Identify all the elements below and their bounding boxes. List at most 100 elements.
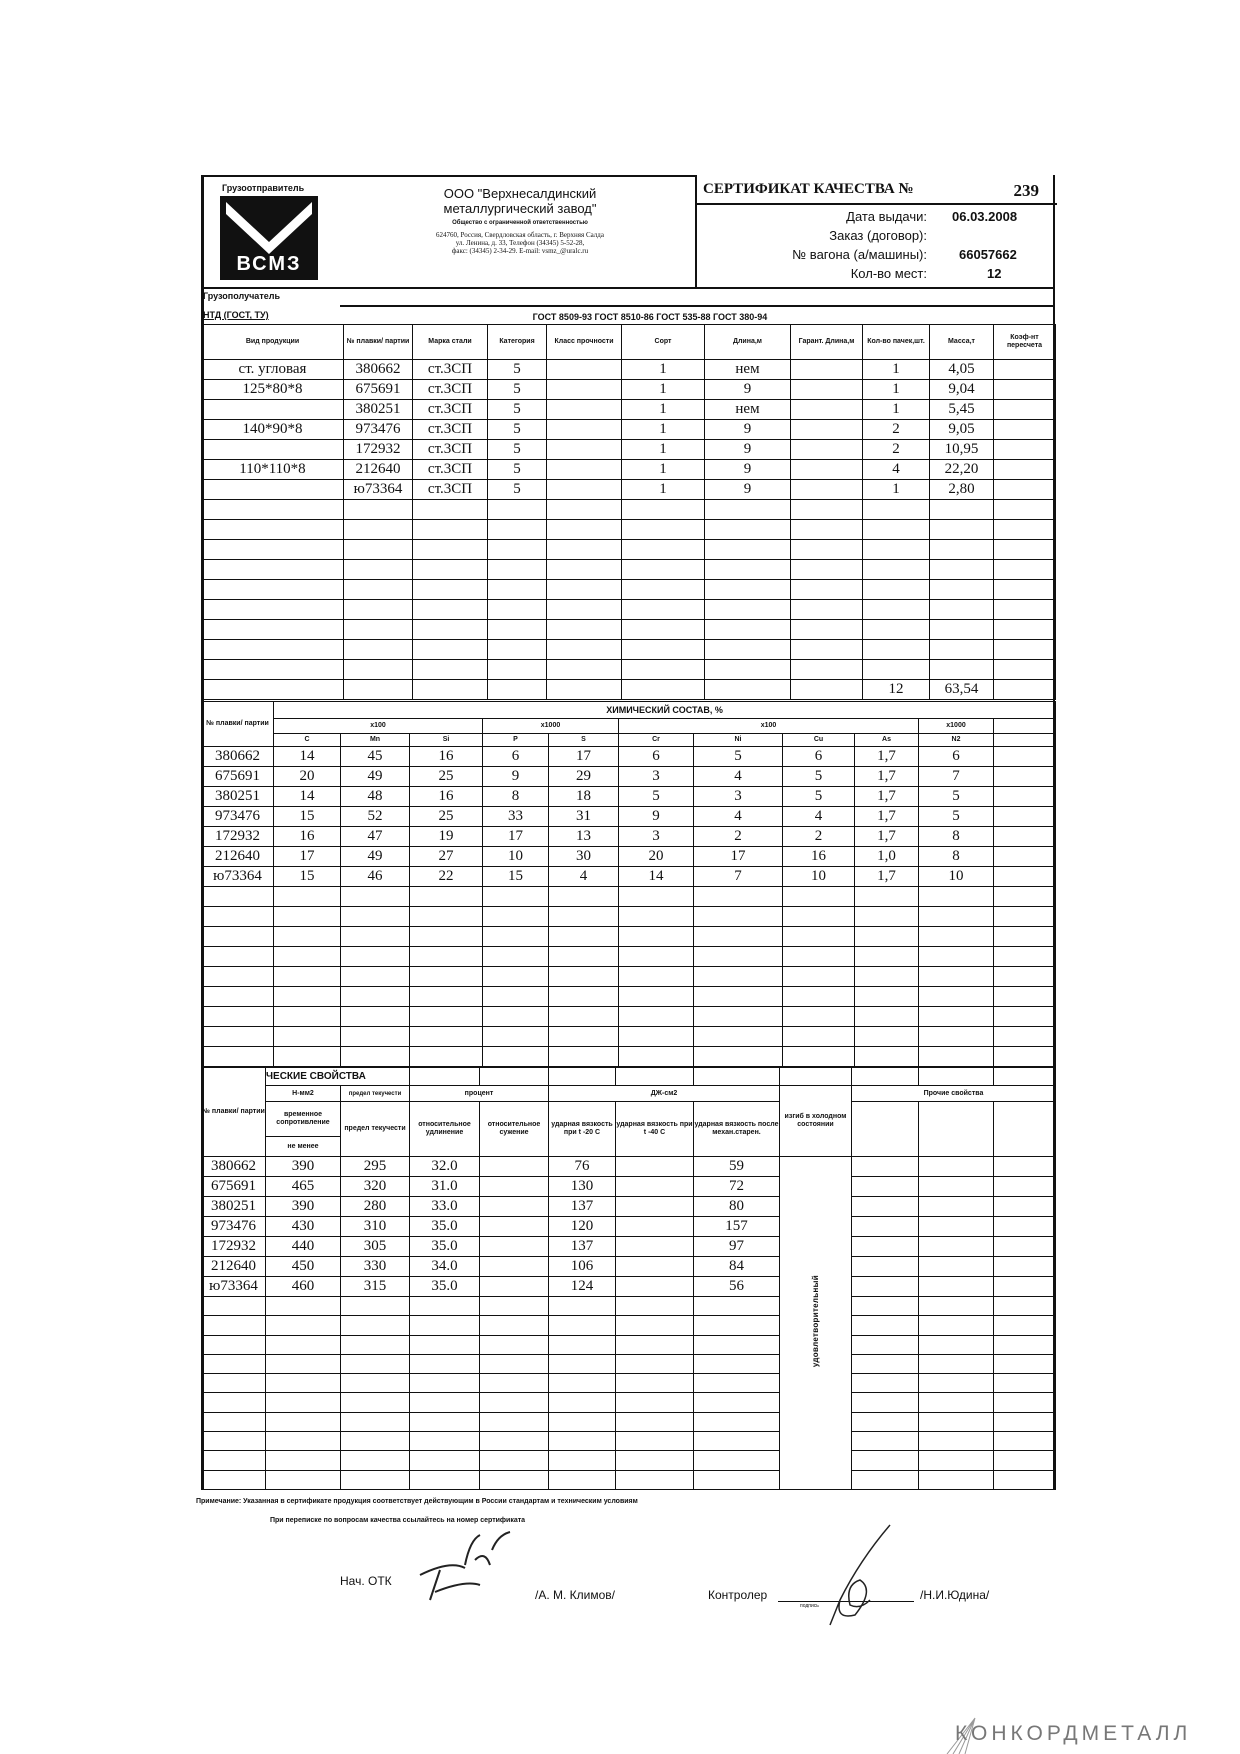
table-cell [862,639,930,660]
table-cell: 120 [548,1216,616,1237]
table-cell: 84 [693,1256,780,1277]
table-cell [201,906,274,927]
table-cell [704,559,791,580]
table-cell: 9 [482,766,549,787]
table-cell [993,1276,1056,1297]
multiplier: x1000 [482,718,619,734]
table-row: 380251 ст.3СП 5 1 нем 1 5,45 [201,399,1056,420]
table-cell: 137 [548,1196,616,1217]
table-cell: 1 [862,359,930,380]
table-cell [548,1067,616,1086]
table-cell [340,1295,410,1317]
table-cell [851,1431,919,1452]
element-header: Mn [340,733,410,747]
table-cell: ст. угловая [201,359,344,380]
column-header: Класс прочности [546,324,622,360]
table-cell: 9 [704,419,791,440]
table-row: 172932 16 47 19 17 13 3 2 2 1,7 8 [201,826,1057,847]
table-cell: 380662 [201,1156,266,1177]
table-cell [340,1373,410,1394]
table-row [201,1353,1056,1375]
table-cell [546,539,622,560]
multiplier: x100 [273,718,483,734]
table-cell [790,539,863,560]
table-cell: 5 [487,479,547,500]
table-cell [782,1046,855,1067]
table-cell [409,1411,480,1433]
table-cell: 16 [409,746,483,767]
table-cell [993,499,1056,520]
table-cell [546,599,622,620]
cert-number: 239 [1013,181,1040,200]
table-cell [621,659,705,680]
table-cell [265,1334,341,1355]
table-cell [546,659,622,680]
table-row: 172932 ст.3СП 5 1 9 2 10,95 [201,439,1056,460]
table-cell [546,679,622,700]
table-cell [993,1334,1056,1355]
table-cell [615,1295,694,1317]
table-cell [918,926,994,947]
table-cell [851,1450,919,1471]
table-cell: 19 [409,826,483,847]
table-cell: 1 [621,359,705,380]
ntd-label: НТД (ГОСТ, ТУ) [203,310,269,320]
table-cell: 9 [704,439,791,460]
table-cell [704,579,791,600]
table-cell [340,946,410,967]
table-cell: 80 [693,1196,780,1217]
table-cell [409,1469,480,1490]
table-row: ю73364 15 46 22 15 4 14 7 10 1,7 10 [201,866,1057,887]
table-cell [479,1334,549,1355]
table-cell: 125*80*8 [201,379,344,400]
table-cell: 6 [618,746,694,767]
table-cell [862,659,930,680]
table-cell [993,1295,1056,1317]
table-cell: 380251 [343,399,413,420]
table-cell [618,1006,694,1027]
table-row [201,1411,1056,1433]
table-cell [546,399,622,420]
table-cell: 45 [340,746,410,767]
table-row [201,1006,1057,1027]
table-cell: временное сопротивление [265,1101,341,1137]
column-header: Длина,м [704,324,791,360]
table-cell: предел текучести [340,1101,410,1157]
table-row [201,599,1056,620]
table-cell [409,946,483,967]
table-cell [615,1450,694,1471]
table-cell [479,1353,549,1375]
table-cell: 34.0 [409,1256,480,1277]
table-row: 675691 465 320 31.0 130 72 [201,1176,1056,1197]
table-cell [993,619,1056,640]
table-cell [851,1236,919,1257]
table-row [201,1315,1056,1336]
table-cell: 49 [340,846,410,867]
table-cell [618,926,694,947]
table-cell [693,1315,780,1336]
otk-name: /А. М. Климов/ [535,1588,615,1602]
table-cell: 450 [265,1256,341,1277]
table-row: 172932 440 305 35.0 137 97 [201,1236,1056,1257]
table-cell [790,379,863,400]
table-cell [201,946,274,967]
table-cell: 380251 [201,786,274,807]
table-cell: 310 [340,1216,410,1237]
table-cell [618,886,694,907]
table-cell [412,519,488,540]
table-cell [201,1353,266,1375]
table-cell [487,639,547,660]
table-cell: ю73364 [201,1276,266,1297]
table-cell [265,1373,341,1394]
table-row [201,559,1056,580]
table-cell: 15 [273,806,341,827]
table-cell [862,499,930,520]
table-cell [621,619,705,640]
table-cell [929,659,994,680]
table-row [201,579,1056,600]
table-cell: 1,7 [854,806,919,827]
table-row: 675691 20 49 25 9 29 3 4 5 1,7 7 [201,766,1057,787]
table-cell [340,1026,410,1047]
table-cell [929,619,994,640]
table-row: 140*90*8 973476 ст.3СП 5 1 9 2 9,05 [201,419,1056,440]
